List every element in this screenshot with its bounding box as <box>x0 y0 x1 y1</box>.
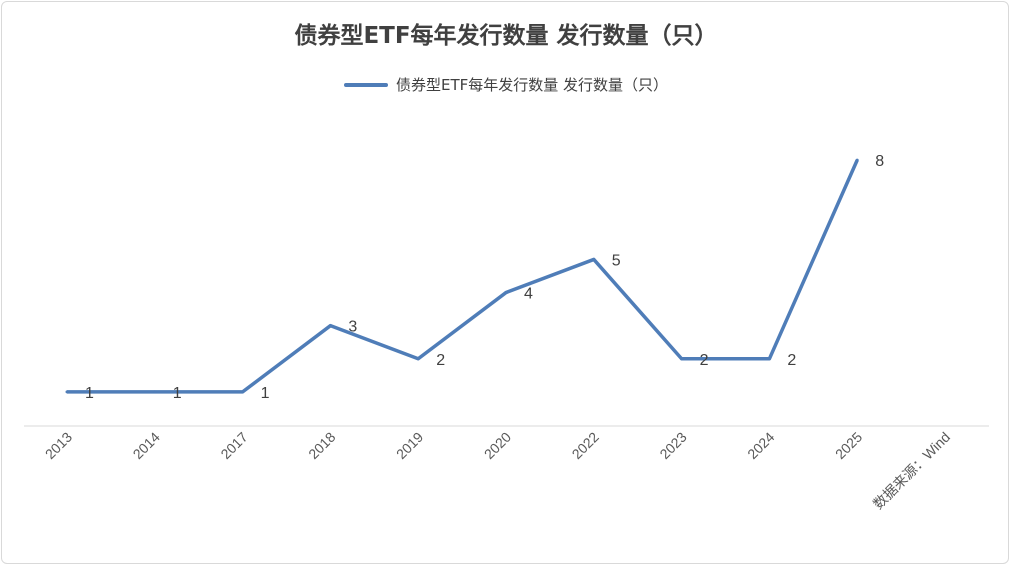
x-tick-label: 2024 <box>744 429 777 462</box>
data-point <box>592 257 596 261</box>
x-tick-label: 2025 <box>832 429 865 462</box>
data-point <box>328 324 332 328</box>
data-label: 2 <box>700 352 709 369</box>
data-point <box>504 291 508 295</box>
x-tick-label: 2018 <box>305 429 338 462</box>
x-tick-label: 2022 <box>569 429 602 462</box>
data-label: 2 <box>436 352 445 369</box>
data-point <box>680 357 684 361</box>
x-tick-label: 2019 <box>393 429 426 462</box>
data-point <box>855 158 859 162</box>
legend-swatch <box>343 82 388 87</box>
legend: 债券型ETF每年发行数量 发行数量（只） <box>0 74 1012 95</box>
data-label: 5 <box>612 252 621 269</box>
data-point <box>241 390 245 394</box>
data-point <box>416 357 420 361</box>
x-tick-label: 2023 <box>656 429 689 462</box>
x-tick-label: 2014 <box>130 429 163 462</box>
x-tick-label: 2020 <box>481 429 514 462</box>
x-tick-label: 数据来源：Wind <box>870 429 953 512</box>
data-label: 1 <box>173 385 182 402</box>
data-label: 8 <box>875 153 884 170</box>
chart-title: 债券型ETF每年发行数量 发行数量（只） <box>294 23 718 49</box>
data-point <box>153 390 157 394</box>
data-point <box>767 357 771 361</box>
x-tick-label: 2017 <box>217 429 250 462</box>
data-label: 3 <box>348 319 357 336</box>
legend-label: 债券型ETF每年发行数量 发行数量（只） <box>395 76 669 94</box>
series-line <box>67 159 859 394</box>
data-label: 4 <box>524 286 533 303</box>
x-tick-label: 2013 <box>42 429 75 462</box>
data-point <box>65 390 69 394</box>
data-label: 1 <box>85 385 94 402</box>
data-label: 2 <box>787 352 796 369</box>
data-label: 1 <box>261 385 270 402</box>
